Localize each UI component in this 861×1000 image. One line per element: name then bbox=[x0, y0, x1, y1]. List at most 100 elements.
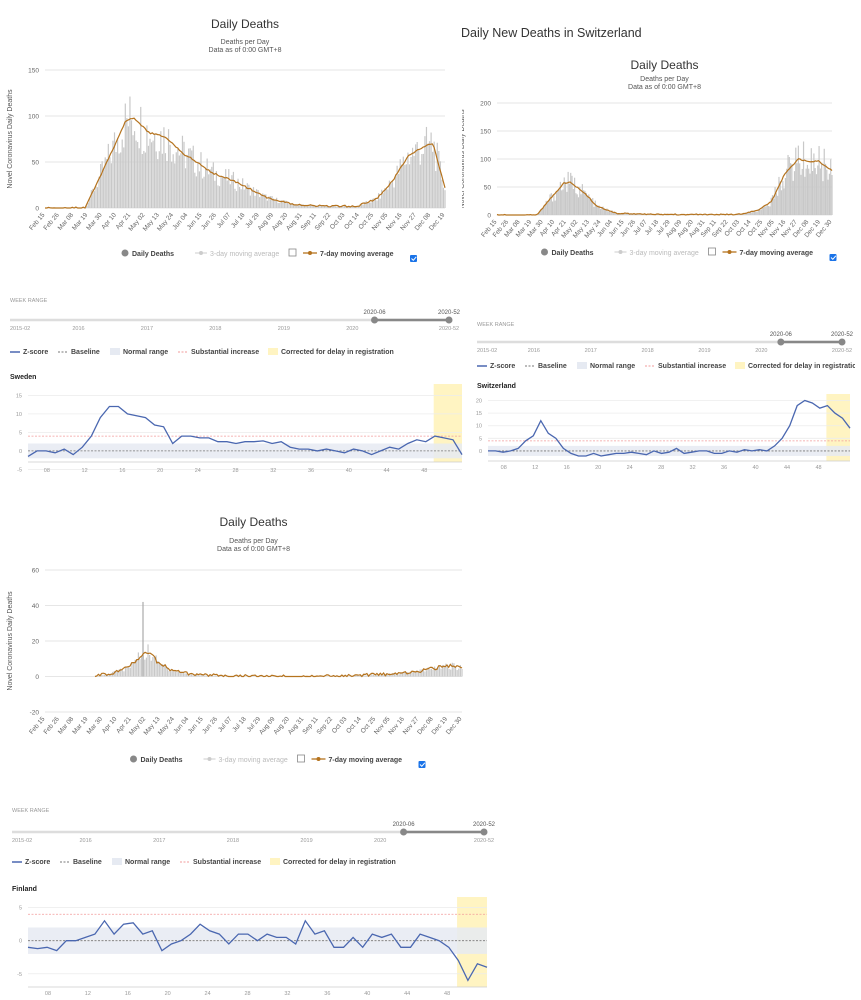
range-year-label: 2019 bbox=[300, 838, 312, 844]
legend-z-score: Z-score bbox=[25, 859, 50, 866]
daily-death-bar bbox=[757, 208, 759, 215]
daily-death-bar bbox=[638, 213, 640, 215]
daily-death-bar bbox=[401, 672, 404, 677]
x-tick-label: 16 bbox=[125, 991, 131, 997]
daily-death-bar bbox=[797, 145, 799, 215]
daily-death-bar bbox=[259, 197, 261, 208]
daily-death-bar bbox=[429, 669, 431, 677]
legend-daily-deaths: Daily Deaths bbox=[141, 757, 183, 764]
daily-death-bar bbox=[557, 191, 559, 215]
daily-death-bar bbox=[113, 132, 116, 208]
daily-death-bar bbox=[393, 187, 395, 208]
daily-death-bar bbox=[311, 204, 313, 208]
daily-death-bar bbox=[128, 666, 130, 677]
daily-death-bar bbox=[608, 210, 611, 215]
daily-death-bar bbox=[223, 178, 225, 208]
daily-death-bar bbox=[610, 212, 612, 215]
daily-death-bar bbox=[263, 194, 265, 208]
daily-death-bar bbox=[195, 674, 197, 677]
daily-death-bar bbox=[544, 204, 546, 215]
daily-death-bar bbox=[171, 161, 173, 208]
daily-death-bar bbox=[747, 212, 749, 215]
legend-ma7-marker bbox=[316, 757, 321, 761]
daily-death-bar bbox=[209, 169, 211, 208]
daily-death-bar bbox=[425, 670, 428, 677]
daily-death-bar bbox=[242, 178, 244, 208]
x-tick-label: 24 bbox=[627, 465, 633, 471]
daily-death-bar bbox=[827, 179, 829, 215]
daily-death-bar bbox=[435, 171, 437, 208]
x-tick-label: 44 bbox=[383, 468, 389, 472]
legend-ma7-checkbox bbox=[410, 255, 417, 262]
daily-death-bar bbox=[225, 169, 227, 208]
daily-death-bar bbox=[118, 669, 120, 677]
daily-death-bar bbox=[436, 142, 438, 208]
daily-death-bar bbox=[828, 173, 831, 215]
daily-death-bar bbox=[768, 206, 770, 215]
chart-subtitle: Deaths per Day bbox=[229, 538, 278, 545]
legend-ma7-marker bbox=[308, 251, 312, 255]
y-tick-label: 5 bbox=[19, 430, 22, 436]
daily-death-bar bbox=[280, 200, 282, 208]
daily-death-bar bbox=[210, 675, 212, 677]
daily-death-bar bbox=[188, 148, 190, 208]
daily-death-bar bbox=[404, 164, 406, 208]
daily-death-bar bbox=[374, 198, 377, 208]
daily-death-bar bbox=[124, 666, 127, 677]
range-year-label: 2020-52 bbox=[832, 348, 852, 354]
daily-death-bar bbox=[171, 669, 173, 677]
daily-death-bar bbox=[821, 162, 823, 215]
daily-death-bar bbox=[201, 178, 204, 208]
daily-death-bar bbox=[392, 672, 394, 677]
y-tick-label: 60 bbox=[32, 568, 40, 575]
daily-death-bar bbox=[566, 191, 568, 215]
daily-death-bar bbox=[138, 148, 140, 208]
daily-death-bar bbox=[368, 202, 370, 208]
range-start-label: 2020-06 bbox=[770, 332, 793, 338]
daily-death-bar bbox=[175, 152, 177, 208]
daily-death-bar bbox=[799, 163, 801, 215]
daily-death-bar bbox=[366, 675, 368, 677]
daily-death-bar bbox=[413, 671, 415, 677]
daily-death-bar bbox=[149, 654, 151, 677]
daily-death-bar bbox=[589, 198, 591, 215]
daily-death-bar bbox=[809, 173, 811, 215]
y-tick-label: -20 bbox=[30, 710, 40, 717]
x-tick-label: 48 bbox=[815, 465, 821, 471]
daily-death-bar bbox=[765, 206, 767, 215]
daily-death-bar bbox=[390, 673, 392, 677]
range-handle-start bbox=[777, 338, 785, 346]
daily-death-bar bbox=[203, 675, 205, 677]
daily-death-bar bbox=[279, 202, 281, 208]
daily-death-bar bbox=[342, 206, 344, 208]
legend-substantial: Substantial increase bbox=[191, 349, 259, 356]
daily-death-bar bbox=[139, 659, 141, 677]
daily-death-bar bbox=[123, 671, 125, 677]
daily-death-bar bbox=[276, 197, 278, 208]
country-title: Finland bbox=[12, 886, 37, 893]
daily-death-bar bbox=[442, 664, 444, 677]
daily-death-bar bbox=[282, 201, 284, 208]
daily-death-bar bbox=[286, 202, 289, 208]
range-year-label: 2016 bbox=[80, 838, 92, 844]
daily-death-bar bbox=[774, 186, 776, 215]
daily-death-bar bbox=[605, 209, 607, 215]
daily-death-bar bbox=[271, 196, 273, 208]
daily-death-bar bbox=[586, 196, 589, 215]
daily-death-bar bbox=[751, 212, 753, 215]
daily-death-bar bbox=[395, 673, 397, 677]
daily-death-bar bbox=[205, 168, 207, 208]
daily-death-bar bbox=[559, 181, 561, 215]
daily-death-bar bbox=[86, 205, 88, 208]
daily-death-bar bbox=[110, 163, 113, 208]
daily-death-bar bbox=[145, 657, 148, 677]
daily-death-bar bbox=[539, 211, 541, 215]
daily-death-bar bbox=[178, 671, 180, 677]
daily-death-bar bbox=[306, 206, 309, 208]
y-tick-label: 0 bbox=[19, 939, 22, 945]
daily-death-bar bbox=[430, 668, 433, 677]
daily-death-bar bbox=[362, 204, 364, 208]
daily-death-bar bbox=[316, 206, 318, 208]
daily-death-bar bbox=[184, 168, 187, 208]
daily-death-bar bbox=[334, 206, 336, 208]
